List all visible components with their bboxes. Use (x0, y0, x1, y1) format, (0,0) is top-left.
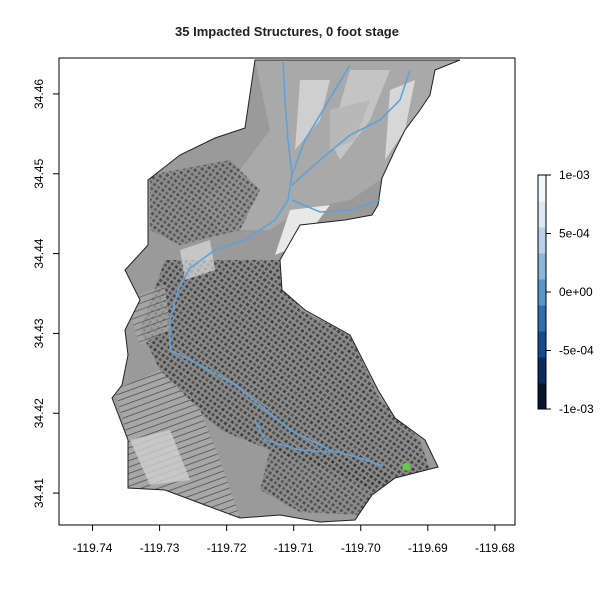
y-tick-label: 34.41 (32, 478, 46, 508)
x-axis: -119.74 -119.73 -119.72 -119.71 -119.70 -119.… (73, 525, 515, 555)
legend-color-step (538, 253, 546, 280)
legend-color-step (538, 279, 546, 306)
legend-color-step (538, 227, 546, 254)
region-outline (111, 59, 461, 523)
legend-ticks: 1e-03 5e-04 0e+00 -5e-04 -1e-03 (546, 168, 594, 416)
legend-color-step (538, 357, 546, 384)
legend-label: -1e-03 (559, 402, 594, 416)
y-tick-label: 34.46 (32, 79, 46, 109)
legend-color-step (538, 383, 546, 410)
color-legend: 1e-03 5e-04 0e+00 -5e-04 -1e-03 (537, 168, 594, 416)
eastside-grid (260, 450, 400, 515)
legend-color-step (538, 201, 546, 228)
map-region (112, 60, 460, 522)
legend-label: 5e-04 (559, 227, 590, 241)
impacted-structure-marker (402, 462, 411, 471)
plot-title: 35 Impacted Structures, 0 foot stage (175, 24, 399, 39)
y-tick-label: 34.44 (32, 238, 46, 268)
tributary-southeast (291, 199, 381, 213)
north-neighborhood (150, 160, 260, 245)
y-tick-label: 34.42 (32, 398, 46, 428)
legend-colorbar (538, 175, 546, 410)
southwest-hills (115, 370, 240, 518)
tributary-east (291, 69, 411, 186)
legend-color-step (538, 331, 546, 358)
downtown-grid (140, 260, 430, 490)
legend-color-step (538, 175, 546, 202)
y-tick-label: 34.45 (32, 158, 46, 188)
legend-color-step (538, 305, 546, 332)
y-axis: 34.41 34.42 34.43 34.44 34.45 34.46 (32, 79, 59, 508)
x-tick-label: -119.71 (274, 541, 314, 555)
x-tick-label: -119.72 (207, 541, 247, 555)
stream-network (169, 61, 411, 467)
legend-label: -5e-04 (559, 344, 594, 358)
tributary-north (291, 64, 351, 176)
legend-label: 1e-03 (559, 168, 590, 182)
lower-branch (254, 419, 331, 453)
x-tick-label: -119.68 (475, 541, 515, 555)
x-tick-label: -119.69 (408, 541, 448, 555)
plot-frame (58, 57, 516, 526)
x-tick-label: -119.70 (341, 541, 381, 555)
x-tick-label: -119.74 (73, 541, 113, 555)
legend-label: 0e+00 (559, 285, 593, 299)
x-tick-label: -119.73 (140, 541, 180, 555)
y-tick-label: 34.43 (32, 318, 46, 348)
